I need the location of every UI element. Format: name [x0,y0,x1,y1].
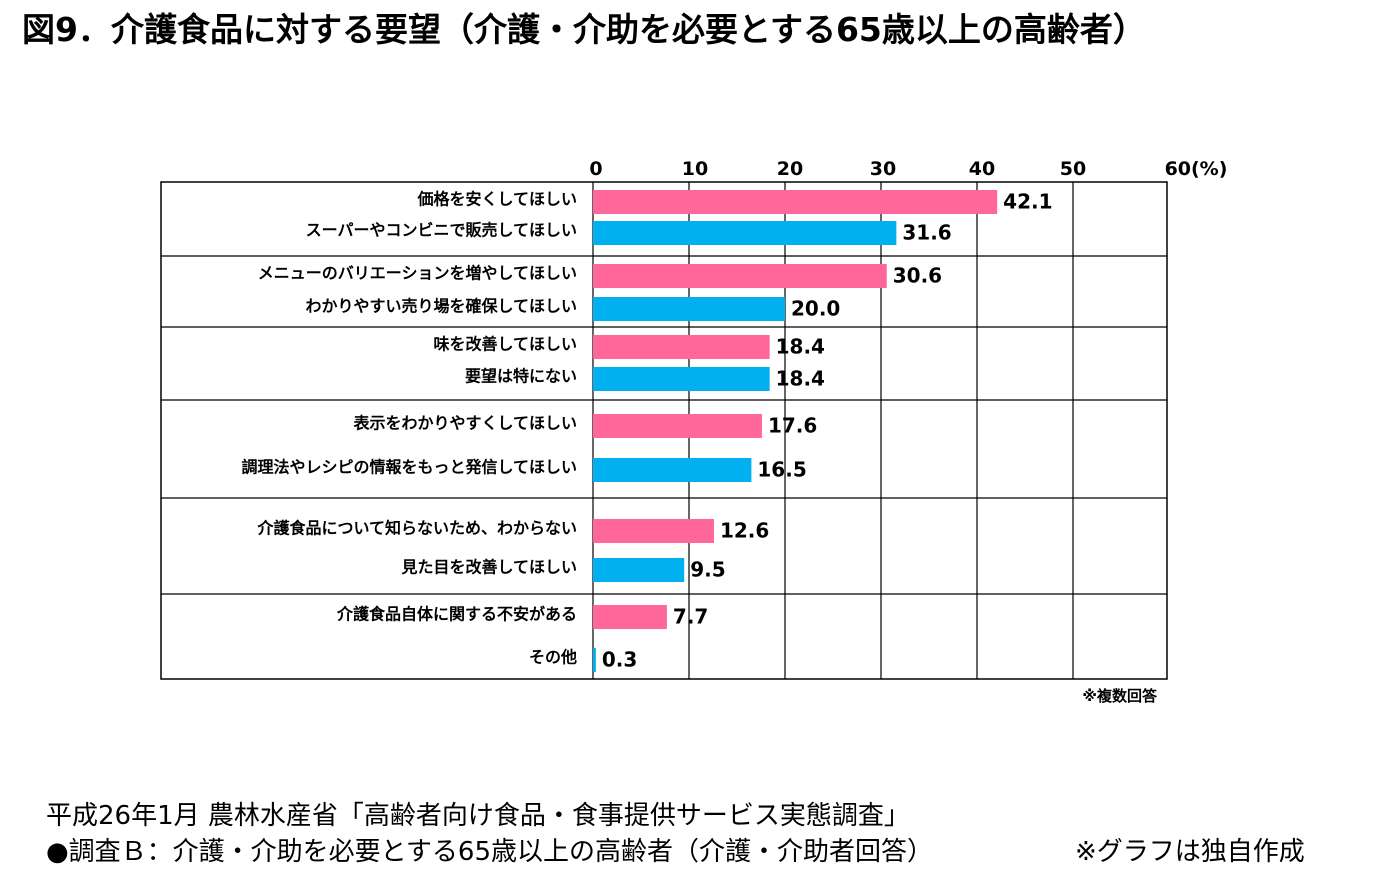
bar-pink [593,190,998,214]
category-label: 味を改善してほしい [433,335,577,354]
value-label: 16.5 [757,458,806,482]
plot-border [160,181,1168,680]
value-label: 30.6 [893,264,942,288]
category-label: その他 [529,648,577,667]
bar-blue [593,297,785,321]
bar-pink [593,414,762,438]
value-label: 18.4 [776,335,825,359]
bar-pink [593,519,714,543]
category-label: 見た目を改善してほしい [400,558,577,577]
bar-blue [593,648,596,672]
category-label: スーパーやコンビニで販売してほしい [306,221,577,240]
value-label: 31.6 [902,221,951,245]
x-tick-label: 20 [777,158,803,180]
category-label: メニューのバリエーションを増やしてほしい [258,264,577,283]
bar-blue [593,558,685,582]
category-label: 介護食品自体に関する不安がある [336,605,577,624]
x-tick-label: 60(%) [1165,158,1228,180]
value-label: 18.4 [776,367,825,391]
value-label: 9.5 [690,558,725,582]
bar-pink [593,264,887,288]
x-tick-label: 0 [589,158,602,180]
chart-title: 図9．介護食品に対する要望（介護・介助を必要とする65歳以上の高齢者） [22,10,1146,49]
value-label: 20.0 [791,297,840,321]
bar-blue [593,458,752,482]
x-tick-label: 10 [682,158,708,180]
value-label: 42.1 [1003,190,1052,214]
x-tick-label: 40 [969,158,995,180]
multiple-answer-note: ※複数回答 [1082,687,1158,705]
bar-blue [593,221,897,245]
value-label: 7.7 [673,605,708,629]
value-label: 12.6 [720,519,769,543]
category-label: 調理法やレシピの情報をもっと発信してほしい [241,458,577,477]
source-line-2: ●調査Ｂ：介護・介助を必要とする65歳以上の高齢者（介護・介助者回答） [46,837,933,867]
category-label: わかりやすい売り場を確保してほしい [305,297,577,316]
category-label: 介護食品について知らないため、わからない [256,519,577,538]
category-label: 価格を安くしてほしい [416,190,577,209]
own-chart-note: ※グラフは独自作成 [1075,837,1305,867]
bar-blue [593,367,770,391]
source-line-1: 平成26年1月 農林水産省「高齢者向け食品・食事提供サービス実態調査」 [46,801,910,831]
category-label: 要望は特にない [465,367,577,386]
value-label: 0.3 [602,648,637,672]
x-tick-label: 30 [870,158,896,180]
bar-pink [593,605,667,629]
value-label: 17.6 [768,414,817,438]
x-tick-label: 50 [1060,158,1086,180]
category-label: 表示をわかりやすくしてほしい [352,414,577,433]
bar-pink [593,335,770,359]
